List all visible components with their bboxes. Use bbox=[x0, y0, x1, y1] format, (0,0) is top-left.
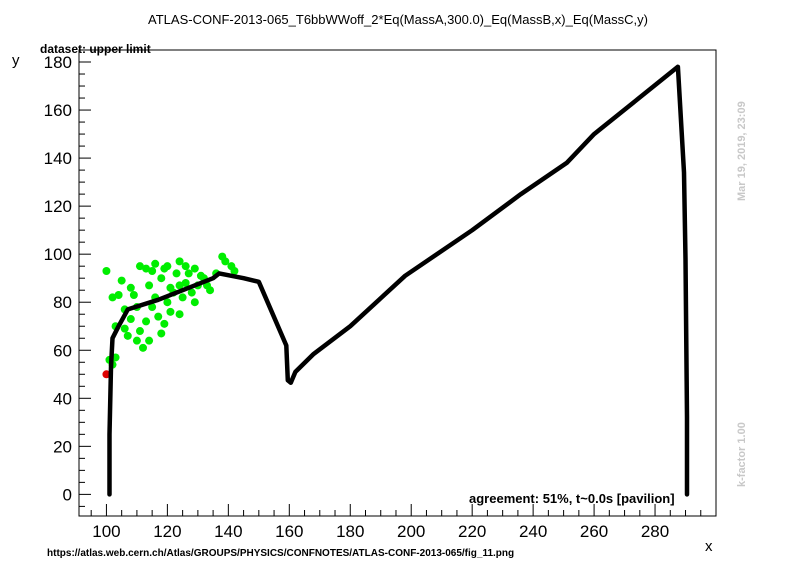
y-tick-label: 60 bbox=[53, 341, 72, 360]
allowed-point bbox=[221, 257, 230, 266]
x-tick-label: 220 bbox=[458, 522, 486, 541]
series-layer bbox=[102, 64, 690, 497]
allowed-point bbox=[172, 269, 181, 278]
allowed-point bbox=[175, 257, 184, 266]
allowed-point bbox=[114, 291, 123, 300]
x-tick-label: 180 bbox=[336, 522, 364, 541]
agreement-note: agreement: 51%, t~0.0s [pavilion] bbox=[469, 491, 675, 506]
y-tick-label: 80 bbox=[53, 293, 72, 312]
chart-title: ATLAS-CONF-2013-065_T6bbWWoff_2*Eq(MassA… bbox=[148, 12, 648, 27]
allowed-point bbox=[166, 307, 175, 316]
allowed-point bbox=[123, 331, 132, 340]
excluded-point bbox=[102, 370, 111, 379]
allowed-point bbox=[126, 315, 135, 324]
y-tick-label: 0 bbox=[63, 485, 72, 504]
allowed-point bbox=[157, 329, 166, 338]
y-tick-label: 160 bbox=[44, 101, 72, 120]
allowed-point bbox=[139, 343, 148, 352]
allowed-point bbox=[206, 286, 215, 295]
allowed-point bbox=[108, 293, 117, 302]
allowed-point bbox=[145, 281, 154, 290]
x-tick-label: 260 bbox=[580, 522, 608, 541]
allowed-point bbox=[184, 269, 193, 278]
y-tick-label: 40 bbox=[53, 389, 72, 408]
allowed-point bbox=[187, 288, 196, 297]
y-tick-label: 120 bbox=[44, 197, 72, 216]
x-tick-label: 160 bbox=[275, 522, 303, 541]
x-tick-label: 100 bbox=[92, 522, 120, 541]
dataset-label: dataset: upper limit bbox=[40, 42, 151, 56]
allowed-point bbox=[154, 312, 163, 321]
allowed-point bbox=[230, 266, 239, 275]
allowed-point bbox=[142, 317, 151, 326]
x-tick-label: 120 bbox=[153, 522, 181, 541]
x-tick-label: 140 bbox=[214, 522, 242, 541]
allowed-point bbox=[102, 266, 111, 275]
allowed-point bbox=[157, 274, 166, 283]
x-tick-label: 200 bbox=[397, 522, 425, 541]
allowed-point bbox=[175, 281, 184, 290]
allowed-point bbox=[142, 264, 151, 273]
allowed-point bbox=[148, 303, 157, 312]
axes: 100 120 140 160 180 200 220 240 260 280 0 20 40 60 80 1… bbox=[44, 49, 717, 541]
allowed-point bbox=[160, 319, 169, 328]
allowed-point bbox=[120, 324, 129, 333]
y-tick-label: 140 bbox=[44, 149, 72, 168]
allowed-point bbox=[181, 279, 190, 287]
allowed-point bbox=[132, 336, 141, 345]
allowed-point bbox=[126, 283, 135, 292]
allowed-point bbox=[181, 262, 190, 271]
allowed-point bbox=[151, 259, 160, 268]
x-tick-label: 240 bbox=[519, 522, 547, 541]
allowed-point bbox=[190, 298, 199, 307]
allowed-point bbox=[163, 262, 172, 271]
allowed-point bbox=[175, 310, 184, 319]
y-tick-label: 100 bbox=[44, 245, 72, 264]
limit-curve bbox=[107, 64, 690, 497]
plot-frame bbox=[78, 49, 717, 517]
x-tick-label: 280 bbox=[641, 522, 669, 541]
y-tick-label: 180 bbox=[44, 53, 72, 72]
allowed-point bbox=[135, 327, 144, 336]
allowed-point bbox=[163, 298, 172, 307]
x-axis-title: x bbox=[705, 538, 713, 555]
allowed-point bbox=[190, 264, 199, 273]
allowed-point bbox=[117, 276, 126, 285]
allowed-point bbox=[148, 266, 157, 275]
allowed-point bbox=[135, 262, 144, 271]
allowed-point bbox=[129, 291, 138, 300]
allowed-point bbox=[178, 293, 187, 302]
source-url: https://atlas.web.cern.ch/Atlas/GROUPS/P… bbox=[47, 548, 515, 559]
y-axis-title: y bbox=[12, 52, 20, 69]
allowed-point bbox=[145, 336, 154, 345]
y-tick-label: 20 bbox=[53, 437, 72, 456]
